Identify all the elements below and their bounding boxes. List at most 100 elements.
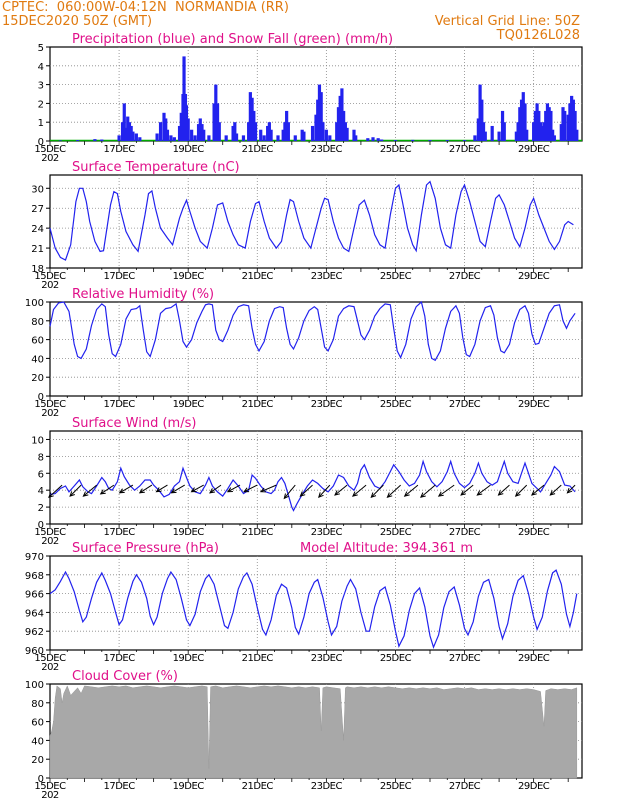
wind-arrow-head [386,492,393,498]
precipitation-bar [293,135,297,141]
y-tick-label: 60 [31,718,44,729]
precipitation-bar [259,129,263,141]
precipitation-bar [165,129,170,141]
precipitation-bar [179,112,183,141]
precipitation-bar [276,135,280,141]
precipitation-bar [480,99,484,141]
precipitation-bar [122,103,126,141]
precipitation-bar [76,140,80,141]
wind-arrow-head [318,492,324,499]
date-label-year: 202 [41,153,59,164]
wind-arrow [260,484,277,493]
y-tick-label: 964 [25,608,44,619]
precipitation-bar [253,122,258,141]
precipitation-bar [316,99,320,141]
y-tick-label: 2 [38,503,44,514]
wind-arrow-head [243,487,250,493]
precipitation-bar [473,135,477,141]
header-station: CPTEC: 060:00W-04:12N NORMANDIA (RR) [2,0,289,15]
precipitation-bar [164,118,168,141]
date-label-year: 202 [41,536,59,547]
precipitation-bar [224,135,228,141]
precipitation-bar [532,122,536,141]
wind-arrow [438,484,455,497]
y-tick-label: 0 [38,392,44,403]
date-label: 27DEC [449,144,481,155]
y-tick-label: 5 [38,43,44,54]
y-tick-label: 4 [38,62,44,73]
precipitation-bar [138,137,142,141]
y-tick-label: 960 [25,646,44,657]
date-label: 23DEC [311,781,343,792]
precipitation-bar [234,133,239,141]
y-tick-label: 100 [25,298,44,309]
y-tick-label: 30 [31,184,44,195]
y-tick-label: 3 [38,81,44,92]
date-label: 29DEC [518,527,550,538]
precipitation-bar [575,129,579,141]
date-label: 19DEC [173,781,205,792]
date-label: 23DEC [311,271,343,282]
precipitation-bar [217,122,221,141]
date-label: 17DEC [103,144,135,155]
wind-arrow [549,484,562,496]
precipitation-bar [281,129,285,141]
date-label: 21DEC [242,781,274,792]
precipitation-bar [252,110,256,141]
y-tick-label: 20 [31,755,44,766]
precipitation-bar [376,138,380,141]
wind-arrow-head [209,488,215,494]
precipitation-bar [233,122,237,141]
precipitation-bar [559,124,563,141]
date-label: 27DEC [449,399,481,410]
precipitation-bar [202,129,206,141]
precipitation-bar [428,140,432,141]
precipitation-bar [533,110,537,141]
precipitation-bar [186,118,190,141]
precipitation-bar [200,124,204,141]
precipitation-bar [478,84,482,141]
y-tick-label: 6 [38,469,44,480]
wind-arrow-head [299,491,306,497]
precipitation-bar [490,125,494,141]
wind-arrow [318,484,331,498]
precipitation-bar [134,133,138,141]
wind-arrow [69,484,82,497]
wind-arrow [139,484,153,494]
precipitation-bar [198,118,202,141]
y-tick-label: 2 [38,99,44,110]
precipitation-bar [300,129,304,141]
precipitation-bar [169,135,173,141]
precipitation-bar [345,127,349,141]
y-tick-label: 60 [31,336,44,347]
date-label: 17DEC [103,527,135,538]
date-label: 25DEC [380,271,412,282]
precipitation-bar [566,114,570,141]
y-tick-label: 27 [31,204,44,215]
panel-title: Surface Temperature (nC) [72,160,240,175]
wind-arrow [567,484,576,494]
panel-frame [49,430,583,525]
wind-arrow-head [566,487,573,494]
panel-frame [49,555,583,651]
date-label: 27DEC [449,781,481,792]
wind-arrow-head [48,492,54,498]
precipitation-bar [314,114,318,141]
precipitation-bar [462,140,467,141]
wind-arrow [498,484,510,496]
precipitation-bar [286,122,290,141]
precipitation-bar [127,122,132,141]
y-tick-label: 80 [31,699,44,710]
precipitation-bar [131,131,135,141]
panel-title: Surface Pressure (hPa) [72,541,219,556]
wind-arrow [191,484,204,493]
date-label: 29DEC [518,653,550,664]
precipitation-bar [58,140,62,141]
precipitation-bar [172,137,176,141]
date-label: 29DEC [518,271,550,282]
precipitation-bar [516,122,520,141]
wind-arrow [531,484,545,496]
y-tick-label: 40 [31,736,44,747]
precipitation-bar [542,122,546,141]
precipitation-bar [155,133,159,141]
